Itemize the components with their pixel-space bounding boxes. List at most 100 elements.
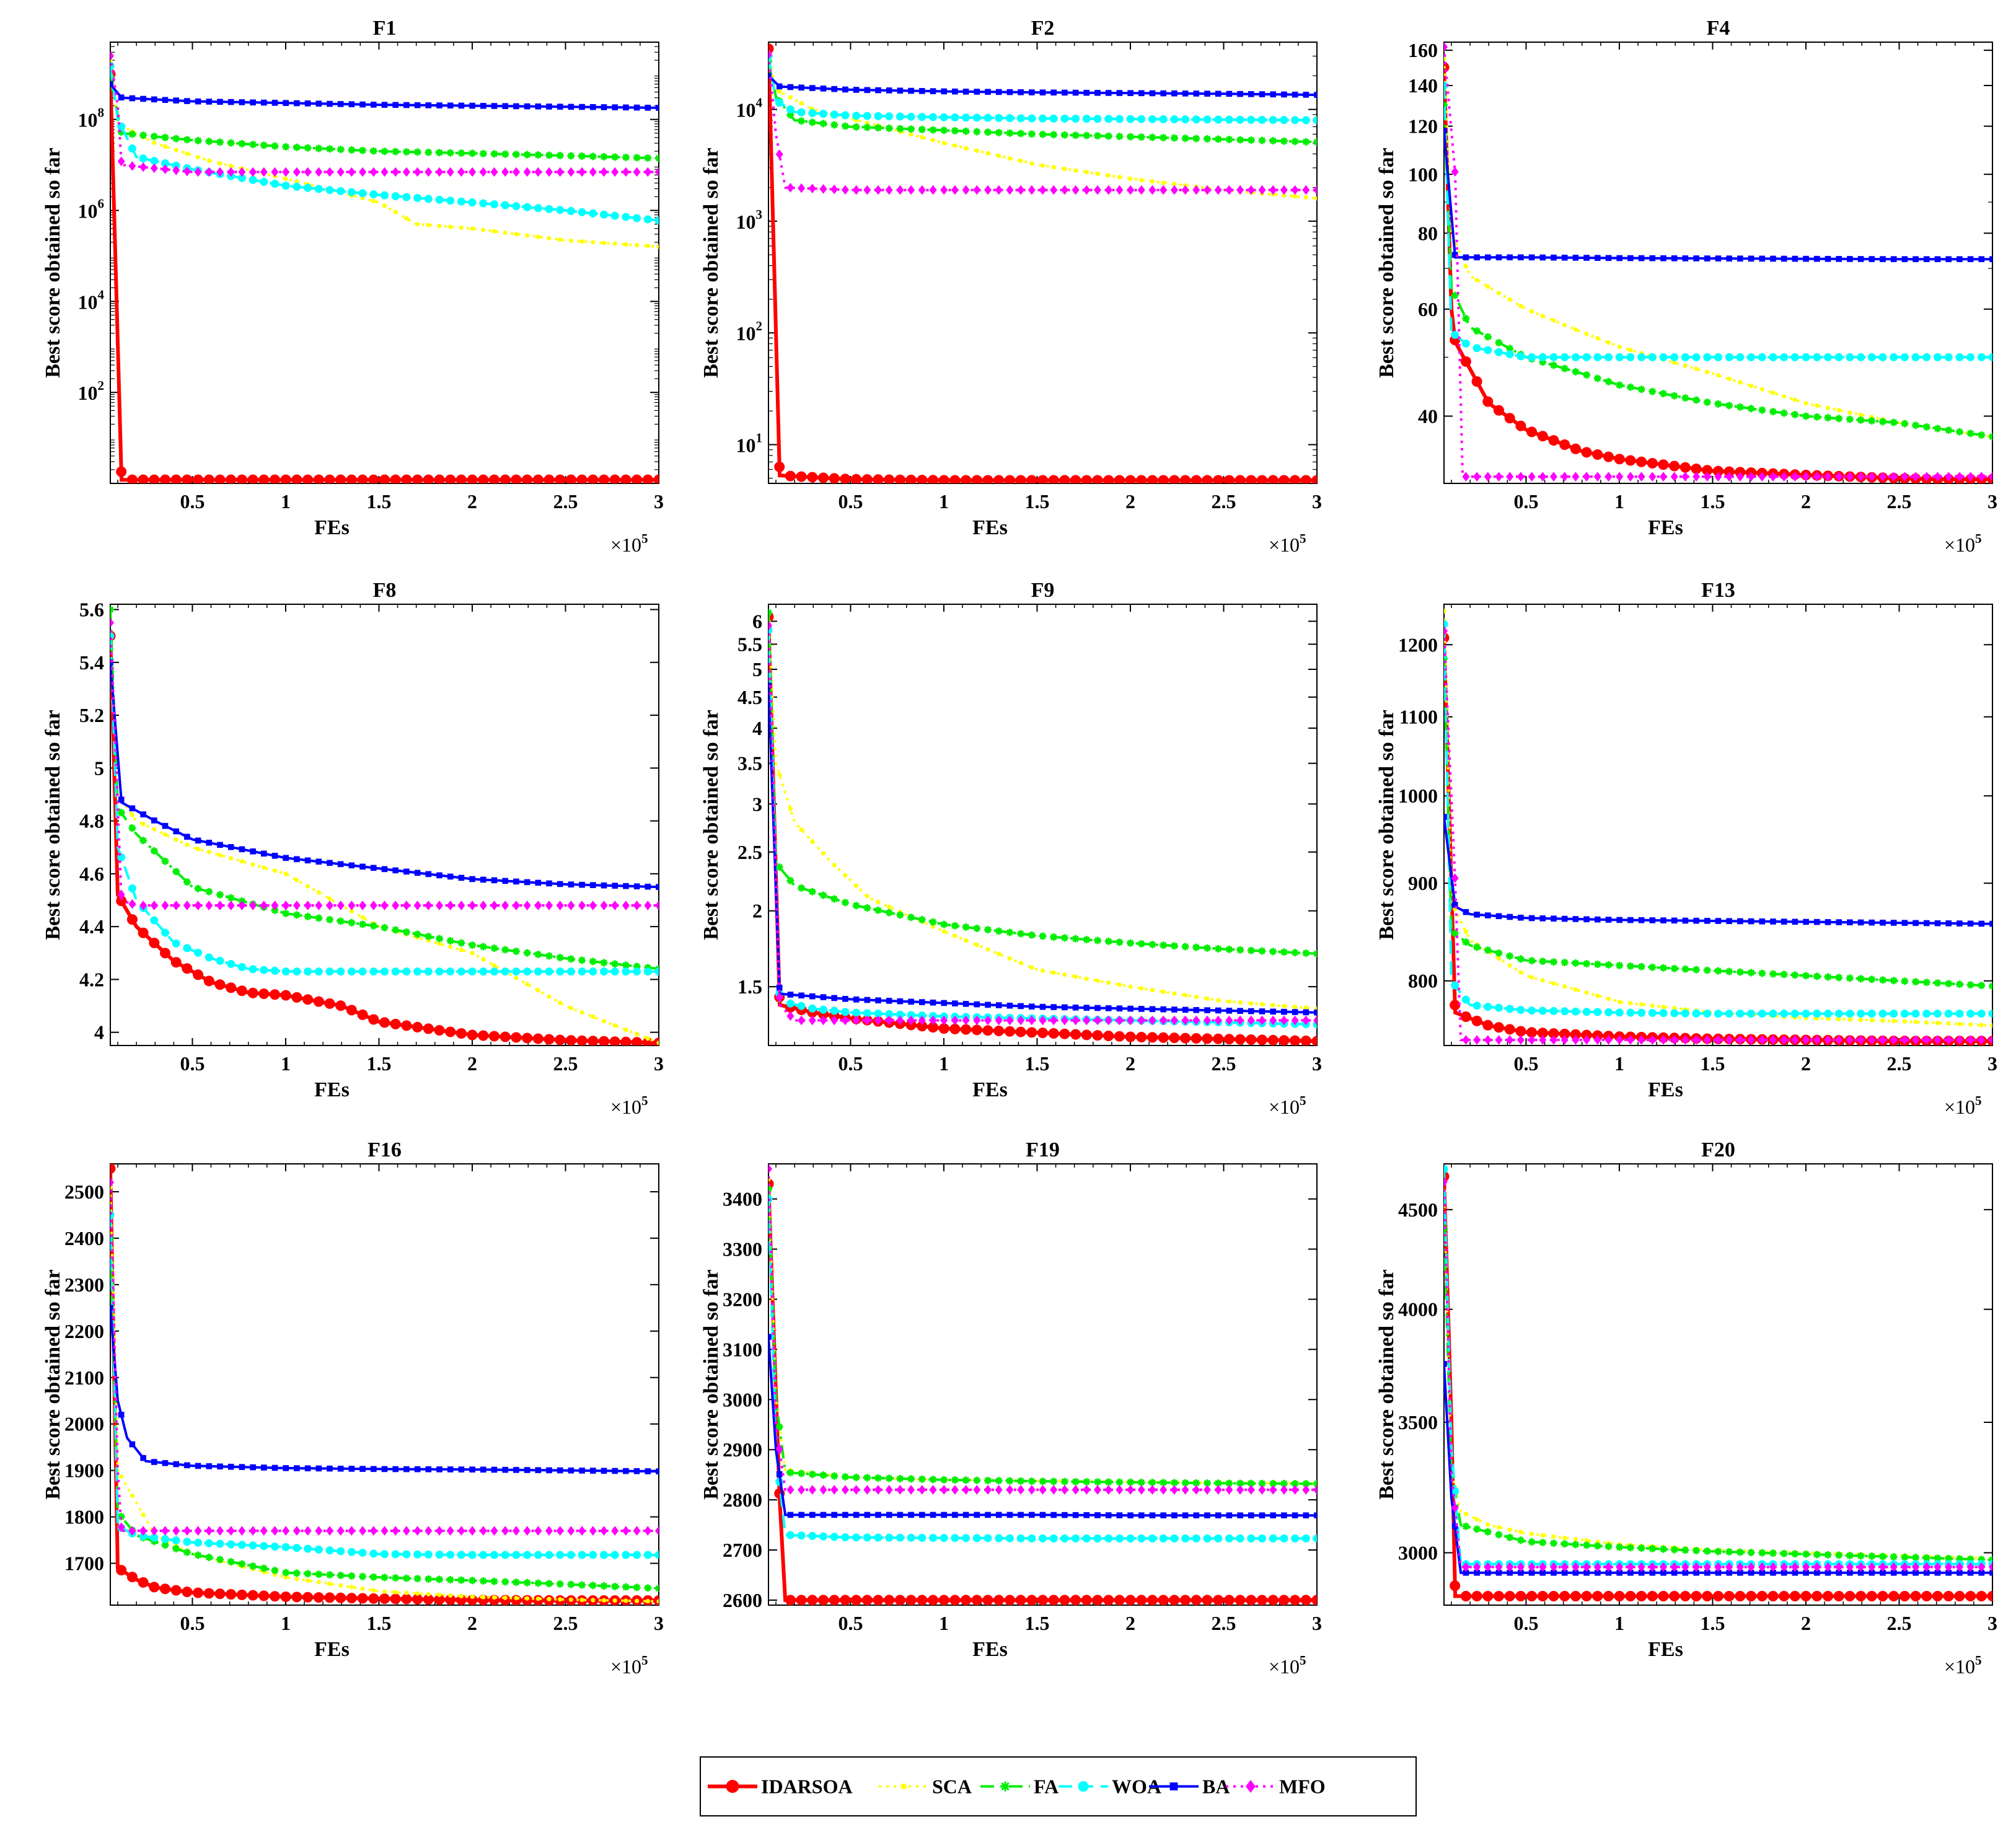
series-line-idarsoa [1444, 638, 1992, 1043]
marker-ba [1029, 1512, 1035, 1518]
marker-mfo [457, 900, 465, 910]
marker-fa [1966, 981, 1974, 989]
marker-ba [1451, 902, 1458, 908]
marker-idarsoa [1235, 475, 1246, 483]
marker-woa [852, 1008, 861, 1017]
series-woa [110, 632, 659, 976]
marker-ba [1551, 915, 1557, 922]
marker-fa [227, 139, 235, 147]
marker-idarsoa [226, 474, 237, 483]
marker-sca [964, 146, 969, 151]
marker-ba [118, 796, 125, 803]
marker-ba [1605, 1569, 1612, 1576]
marker-fa [1148, 133, 1156, 141]
marker-idarsoa [1450, 1580, 1461, 1591]
marker-ba [930, 1512, 936, 1518]
marker-ba [962, 1001, 969, 1007]
marker-sca [997, 153, 1001, 159]
marker-woa [841, 111, 850, 120]
series-line-idarsoa [1444, 1176, 1992, 1598]
marker-mfo [227, 167, 235, 177]
marker-sca [1606, 997, 1611, 1002]
marker-idarsoa [1279, 475, 1290, 483]
marker-sca [1738, 380, 1743, 385]
marker-mfo [874, 1015, 882, 1026]
marker-woa [1988, 1010, 1992, 1018]
marker-mfo [282, 900, 290, 910]
marker-idarsoa [1180, 1595, 1191, 1605]
marker-mfo [1978, 1562, 1986, 1572]
marker-woa [633, 1551, 641, 1559]
marker-sca [316, 1580, 321, 1585]
marker-idarsoa [1471, 1591, 1482, 1602]
marker-ba [1193, 1006, 1200, 1013]
marker-ba [842, 86, 848, 93]
marker-fa [896, 125, 904, 133]
marker-mfo [1170, 1015, 1178, 1026]
marker-sca [1595, 1539, 1600, 1544]
marker-idarsoa [214, 474, 226, 483]
marker-ba [908, 87, 914, 94]
legend-marker [1078, 1781, 1089, 1792]
x-scale-multiplier: ×105 [610, 531, 648, 556]
marker-fa [830, 121, 839, 129]
marker-idarsoa [1158, 1595, 1169, 1605]
marker-mfo [1747, 1035, 1755, 1045]
marker-fa [128, 130, 136, 138]
marker-ba [1149, 1512, 1156, 1518]
x-tick-label: 2.5 [1211, 1052, 1236, 1075]
marker-mfo [304, 900, 312, 910]
marker-fa [798, 1469, 806, 1477]
marker-sca [371, 198, 376, 204]
marker-sca [130, 1493, 134, 1498]
marker-sca [130, 812, 134, 817]
marker-woa [1115, 115, 1124, 123]
marker-mfo [852, 185, 860, 195]
marker-mfo [282, 1526, 290, 1536]
marker-fa [1050, 131, 1058, 139]
marker-woa [1269, 116, 1277, 125]
marker-mfo [995, 185, 1003, 195]
marker-mfo [523, 167, 531, 177]
axes-box [110, 42, 659, 484]
marker-sca [239, 859, 244, 864]
marker-mfo [798, 1015, 806, 1026]
marker-woa [413, 967, 422, 976]
marker-mfo [1516, 472, 1525, 482]
marker-idarsoa [576, 474, 588, 483]
marker-fa [611, 960, 619, 968]
marker-idarsoa [116, 1565, 127, 1576]
marker-fa [1204, 944, 1211, 952]
panel-f8: F80.5 1 1.5 2 2.5 3FEs×10544.24.44.64.855.25.… [42, 579, 664, 1118]
y-tick-label: 1000 [1398, 785, 1438, 807]
x-tick-label: 0.5 [1513, 1612, 1538, 1634]
x-tick-label: 2.5 [1211, 490, 1236, 513]
marker-woa [1681, 353, 1689, 361]
marker-woa [205, 1539, 213, 1547]
marker-sca [272, 1572, 278, 1577]
marker-sca [491, 963, 497, 968]
marker-fa [1269, 1479, 1277, 1487]
marker-mfo [1451, 873, 1459, 883]
marker-mfo [1247, 1485, 1255, 1495]
marker-woa [962, 113, 971, 122]
marker-idarsoa [1223, 475, 1235, 483]
marker-fa [578, 152, 586, 160]
marker-idarsoa [1581, 447, 1592, 458]
marker-woa [227, 1540, 235, 1549]
x-axis-label: FEs [314, 1638, 350, 1661]
marker-idarsoa [1515, 1026, 1526, 1037]
marker-sca [1617, 1000, 1622, 1005]
marker-sca [1139, 177, 1144, 183]
marker-fa [929, 1476, 937, 1484]
marker-woa [654, 1551, 659, 1559]
marker-mfo [1879, 1035, 1886, 1045]
marker-sca [777, 772, 782, 777]
marker-sca [799, 100, 804, 106]
x-axis-label: FEs [972, 516, 1008, 539]
marker-woa [1005, 1534, 1014, 1543]
marker-ba [337, 1465, 344, 1472]
marker-ba [1595, 1569, 1601, 1576]
marker-ba [809, 85, 816, 91]
